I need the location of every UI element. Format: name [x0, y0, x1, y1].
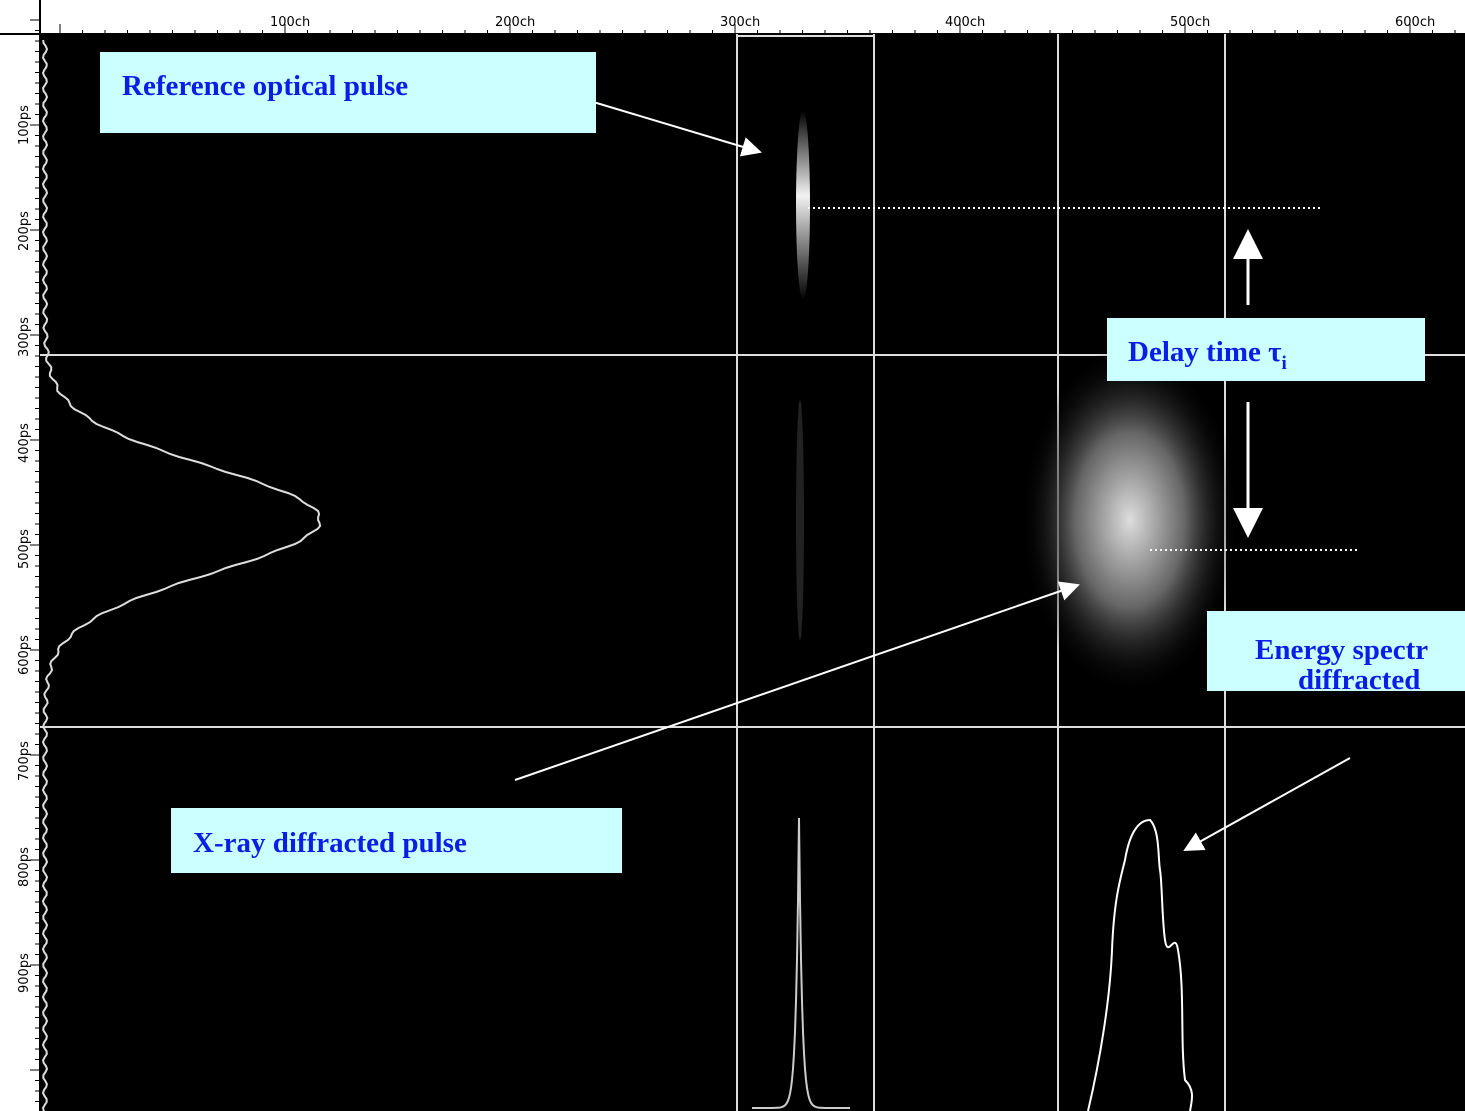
ruler-label: 400ps	[17, 423, 32, 463]
grid-lines	[40, 34, 1465, 1111]
time-profile	[41, 39, 322, 1111]
top-ruler	[0, 0, 1465, 34]
label-box	[1107, 318, 1425, 381]
delay-subscript: i	[1281, 353, 1286, 374]
ruler-label: 700ps	[17, 741, 32, 781]
ruler-label: 300ps	[17, 317, 32, 357]
ruler-ticks	[30, 19, 1456, 1102]
reference-label: Reference optical pulse	[122, 70, 408, 102]
delay-text: Delay time τ	[1128, 336, 1282, 368]
ruler-label: 600ch	[1395, 15, 1435, 30]
arrow	[514, 581, 1080, 781]
ruler-label: 900ps	[17, 953, 32, 993]
ruler-label: 200ch	[495, 15, 535, 30]
ruler-label: 600ps	[17, 635, 32, 675]
delay-markers	[808, 207, 1358, 551]
optical-spectrum	[752, 817, 850, 1109]
arrow	[569, 94, 762, 157]
ruler-label: 400ch	[945, 15, 985, 30]
left-ruler	[0, 0, 40, 1111]
ruler-label: 100ps	[17, 105, 32, 145]
delay-label: Delay time τi	[1128, 336, 1287, 374]
label-box	[171, 808, 622, 873]
energy-label: Energy spectr	[1255, 634, 1428, 666]
ruler-label: 500ps	[17, 529, 32, 569]
xray-pulse-image	[1020, 345, 1240, 695]
xray-spectrum	[1087, 818, 1193, 1111]
label-box	[1207, 611, 1465, 691]
reference-pulse-image	[796, 110, 810, 300]
arrow	[1183, 757, 1351, 851]
ruler-label: 200ps	[17, 211, 32, 251]
ruler-label: 800ps	[17, 847, 32, 887]
label-box	[100, 52, 596, 133]
faint-streak	[796, 400, 804, 640]
ruler-label: 100ch	[270, 15, 310, 30]
ruler-label: 500ch	[1170, 15, 1210, 30]
pointer-arrows	[514, 94, 1351, 851]
ruler-label: 300ch	[720, 15, 760, 30]
xray-label: X-ray diffracted pulse	[193, 827, 467, 859]
energy-label: diffracted	[1298, 664, 1420, 696]
